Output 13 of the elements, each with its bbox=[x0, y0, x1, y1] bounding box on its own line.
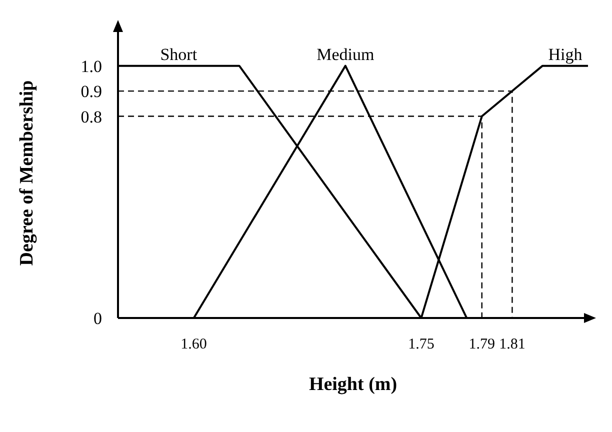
series-label: Short bbox=[160, 44, 198, 64]
x-tick-label: 1.60 bbox=[180, 336, 207, 353]
x-tick-label: 1.81 bbox=[499, 336, 526, 353]
y-tick-label: 0.9 bbox=[80, 82, 102, 102]
x-tick-label: 1.79 bbox=[468, 336, 495, 353]
y-tick-label: 0 bbox=[94, 309, 102, 328]
y-axis-title: Degree of Membership bbox=[16, 80, 38, 266]
series-label: High bbox=[548, 44, 583, 64]
x-tick-label: 1.75 bbox=[408, 336, 434, 353]
y-tick-label: 1.0 bbox=[80, 56, 102, 76]
y-tick-label: 0.8 bbox=[80, 107, 102, 126]
x-axis-title: Height (m) bbox=[308, 374, 398, 395]
series-label: Medium bbox=[316, 44, 374, 64]
